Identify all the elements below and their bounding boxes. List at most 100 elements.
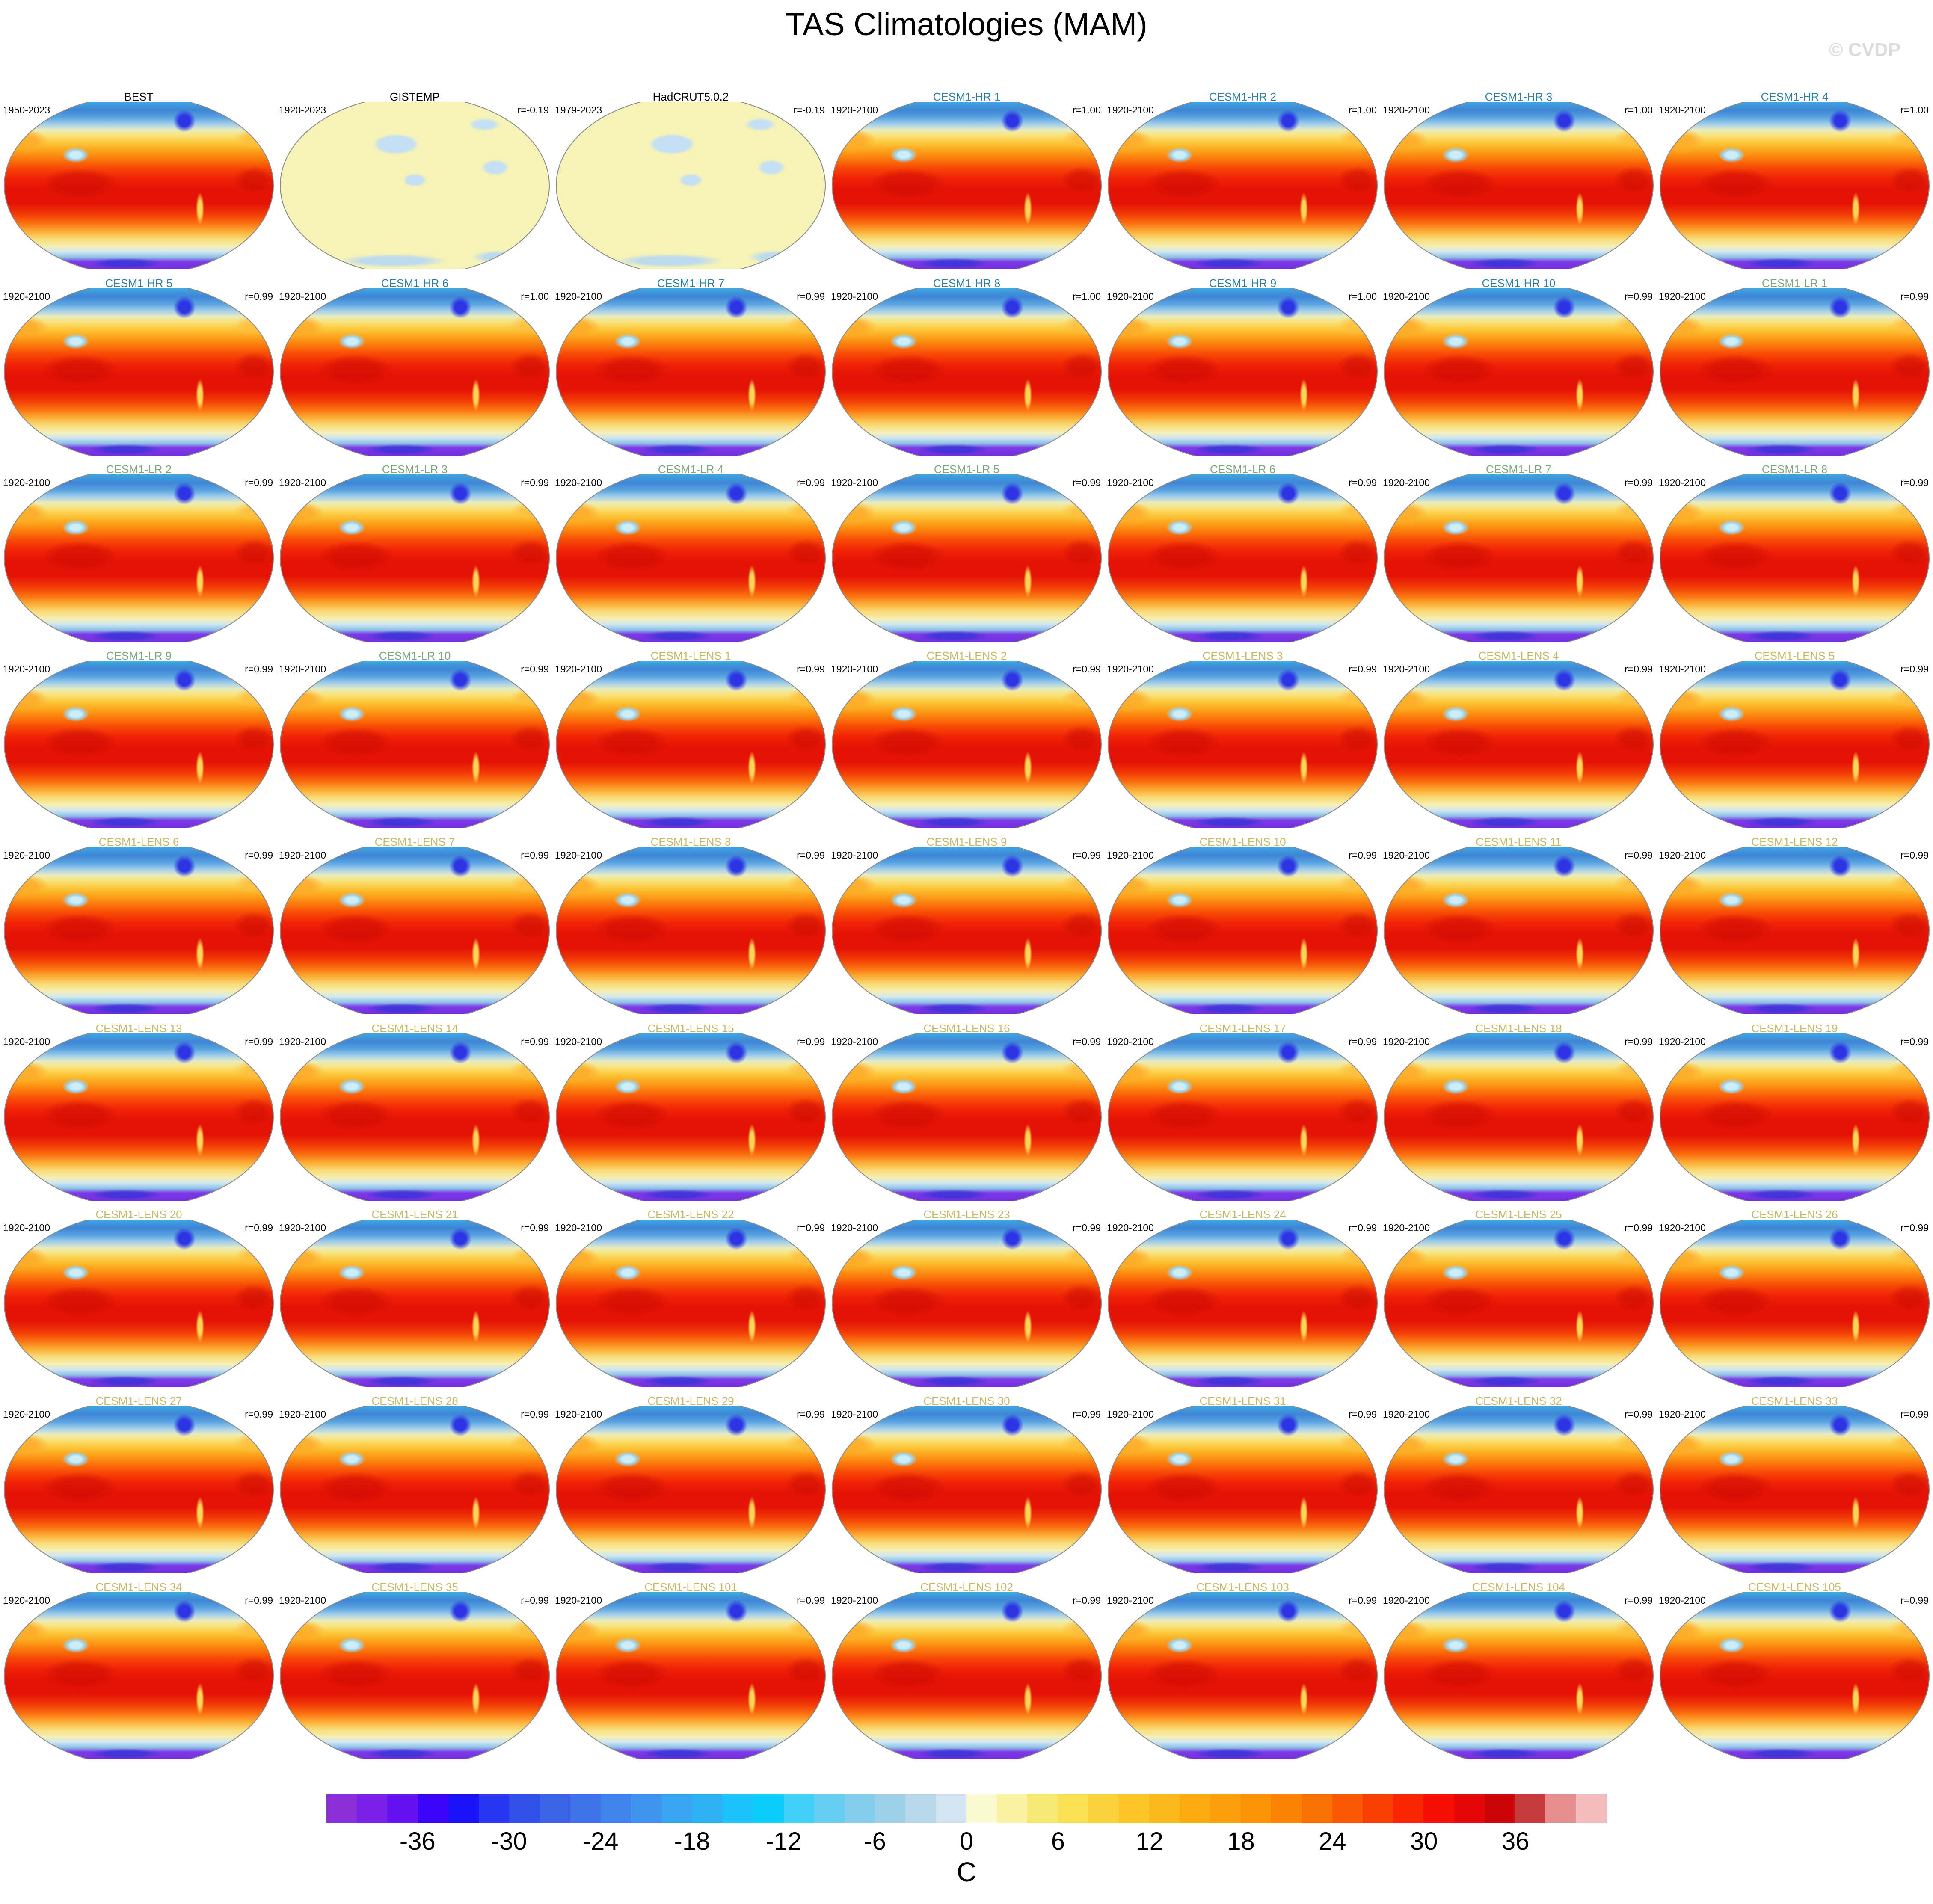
world-map (556, 1033, 826, 1201)
panel-period-label: 1920-2100 (555, 1036, 602, 1047)
colorbar-cell (1423, 1794, 1454, 1823)
panel-period-label: 1979-2023 (555, 104, 602, 115)
colorbar-cell (1545, 1794, 1576, 1823)
world-map (4, 1592, 274, 1759)
panel-period-label: 1920-2100 (831, 104, 878, 115)
panel-period-label: 1920-2100 (1659, 1595, 1706, 1606)
panel-correlation-label: r=0.99 (1625, 1036, 1653, 1047)
panel-correlation-label: r=0.99 (1073, 477, 1101, 488)
colorbar-tick-label: 12 (1135, 1827, 1163, 1855)
world-map (280, 1033, 550, 1201)
map-projection (556, 1406, 826, 1573)
map-projection (1108, 474, 1378, 642)
map-projection (1108, 1220, 1378, 1387)
world-map (280, 1592, 550, 1759)
panel-correlation-label: r=1.00 (1349, 290, 1377, 302)
panel-title: CESM1-LENS 27 (95, 1394, 182, 1407)
panel-title: CESM1-LENS 104 (1472, 1581, 1565, 1593)
panel-title: CESM1-LENS 32 (1475, 1394, 1562, 1407)
panel-title: CESM1-HR 8 (933, 276, 1001, 290)
world-map (832, 288, 1102, 456)
map-projection (280, 1592, 550, 1759)
panel-period-label: 1920-2100 (555, 850, 602, 861)
colorbar-section: -36 -30 -24 -18 -12 -6 0 6 12 18 24 30 36 C (326, 1794, 1607, 1886)
panel-correlation-label: r=0.99 (1900, 290, 1929, 302)
panel-title: CESM1-LENS 13 (95, 1022, 182, 1035)
map-panel-cesm1-hr-5: CESM1-HR 5 1920-2100 r=0.99 (1, 278, 277, 464)
colorbar-cell (1362, 1794, 1393, 1823)
panel-period-label: 1920-2100 (1659, 1036, 1706, 1047)
colorbar-tick-label: -30 (491, 1827, 527, 1855)
map-panel-cesm1-lens-26: CESM1-LENS 26 1920-2100 r=0.99 (1657, 1209, 1933, 1395)
colorbar-tick-label: 24 (1319, 1827, 1346, 1855)
panel-correlation-label: r=0.99 (1349, 663, 1377, 675)
panel-period-label: 1920-2100 (1383, 1408, 1430, 1420)
map-panel-cesm1-lens-4: CESM1-LENS 4 1920-2100 r=0.99 (1381, 650, 1657, 837)
panel-period-label: 1920-2100 (279, 1222, 326, 1233)
world-map (4, 847, 274, 1014)
panel-correlation-label: r=1.00 (1900, 104, 1929, 115)
world-map (4, 1220, 274, 1387)
map-projection (280, 660, 550, 828)
world-map (1108, 474, 1378, 642)
panel-period-label: 1920-2100 (3, 663, 50, 675)
colorbar-tick-label: -6 (864, 1827, 886, 1855)
map-panel-cesm1-lens-7: CESM1-LENS 7 1920-2100 r=0.99 (277, 836, 553, 1023)
map-projection (1108, 288, 1378, 456)
panel-title: CESM1-LENS 20 (95, 1208, 182, 1221)
panel-period-label: 1920-2100 (279, 290, 326, 302)
panel-period-label: 1920-2100 (279, 1408, 326, 1420)
panel-title: CESM1-LR 6 (1210, 463, 1276, 476)
panel-title: CESM1-LR 8 (1761, 463, 1828, 476)
world-map (280, 660, 550, 828)
panel-period-label: 1920-2100 (3, 1036, 50, 1047)
panel-title: CESM1-LR 3 (382, 463, 448, 476)
panel-title: CESM1-LENS 2 (926, 649, 1007, 662)
map-panel-cesm1-hr-4: CESM1-HR 4 1920-2100 r=1.00 (1657, 91, 1933, 278)
colorbar-cell (1484, 1794, 1515, 1823)
panel-title: CESM1-LENS 35 (371, 1581, 458, 1593)
colorbar-cell (387, 1794, 418, 1823)
map-projection (1108, 1592, 1378, 1759)
map-panel-cesm1-lens-32: CESM1-LENS 32 1920-2100 r=0.99 (1381, 1395, 1657, 1582)
world-map (1660, 660, 1930, 828)
map-panel-cesm1-lens-6: CESM1-LENS 6 1920-2100 r=0.99 (1, 836, 277, 1023)
panel-period-label: 1920-2100 (1107, 1408, 1154, 1420)
world-map (280, 102, 550, 269)
panel-period-label: 1920-2100 (1659, 290, 1706, 302)
map-panel-cesm1-lens-1: CESM1-LENS 1 1920-2100 r=0.99 (553, 650, 829, 837)
map-panel-cesm1-lr-1: CESM1-LR 1 1920-2100 r=0.99 (1657, 278, 1933, 464)
map-panel-cesm1-hr-1: CESM1-HR 1 1920-2100 r=1.00 (829, 91, 1105, 278)
panel-title: CESM1-LENS 105 (1748, 1581, 1841, 1593)
panel-period-label: 1920-2100 (831, 850, 878, 861)
world-map (832, 1406, 1102, 1573)
world-map (280, 288, 550, 456)
map-projection (832, 288, 1102, 456)
panel-title: CESM1-LR 2 (106, 463, 172, 476)
panel-period-label: 1920-2100 (831, 290, 878, 302)
colorbar-cell (1180, 1794, 1210, 1823)
world-map (1108, 660, 1378, 828)
colorbar-cell (1302, 1794, 1332, 1823)
world-map (832, 474, 1102, 642)
colorbar-cell (357, 1794, 388, 1823)
panel-title: CESM1-LENS 6 (98, 835, 179, 848)
panel-correlation-label: r=0.99 (245, 477, 273, 488)
panel-title: CESM1-LENS 8 (650, 835, 731, 848)
panel-period-label: 1920-2100 (279, 850, 326, 861)
colorbar-cell (326, 1794, 357, 1823)
panel-period-label: 1920-2023 (279, 104, 326, 115)
panel-title: CESM1-HR 4 (1761, 90, 1829, 103)
map-projection (280, 1220, 550, 1387)
map-panel-cesm1-hr-10: CESM1-HR 10 1920-2100 r=0.99 (1381, 278, 1657, 464)
world-map (1660, 102, 1930, 269)
map-projection (556, 660, 826, 828)
colorbar-cell (966, 1794, 997, 1823)
map-projection (556, 1033, 826, 1201)
map-projection (832, 847, 1102, 1014)
panel-title: CESM1-LENS 1 (650, 649, 731, 662)
panel-title: CESM1-LENS 24 (1199, 1208, 1286, 1221)
map-panel-cesm1-lens-30: CESM1-LENS 30 1920-2100 r=0.99 (829, 1395, 1105, 1582)
colorbar-cell (661, 1794, 692, 1823)
map-projection (1384, 1033, 1654, 1201)
